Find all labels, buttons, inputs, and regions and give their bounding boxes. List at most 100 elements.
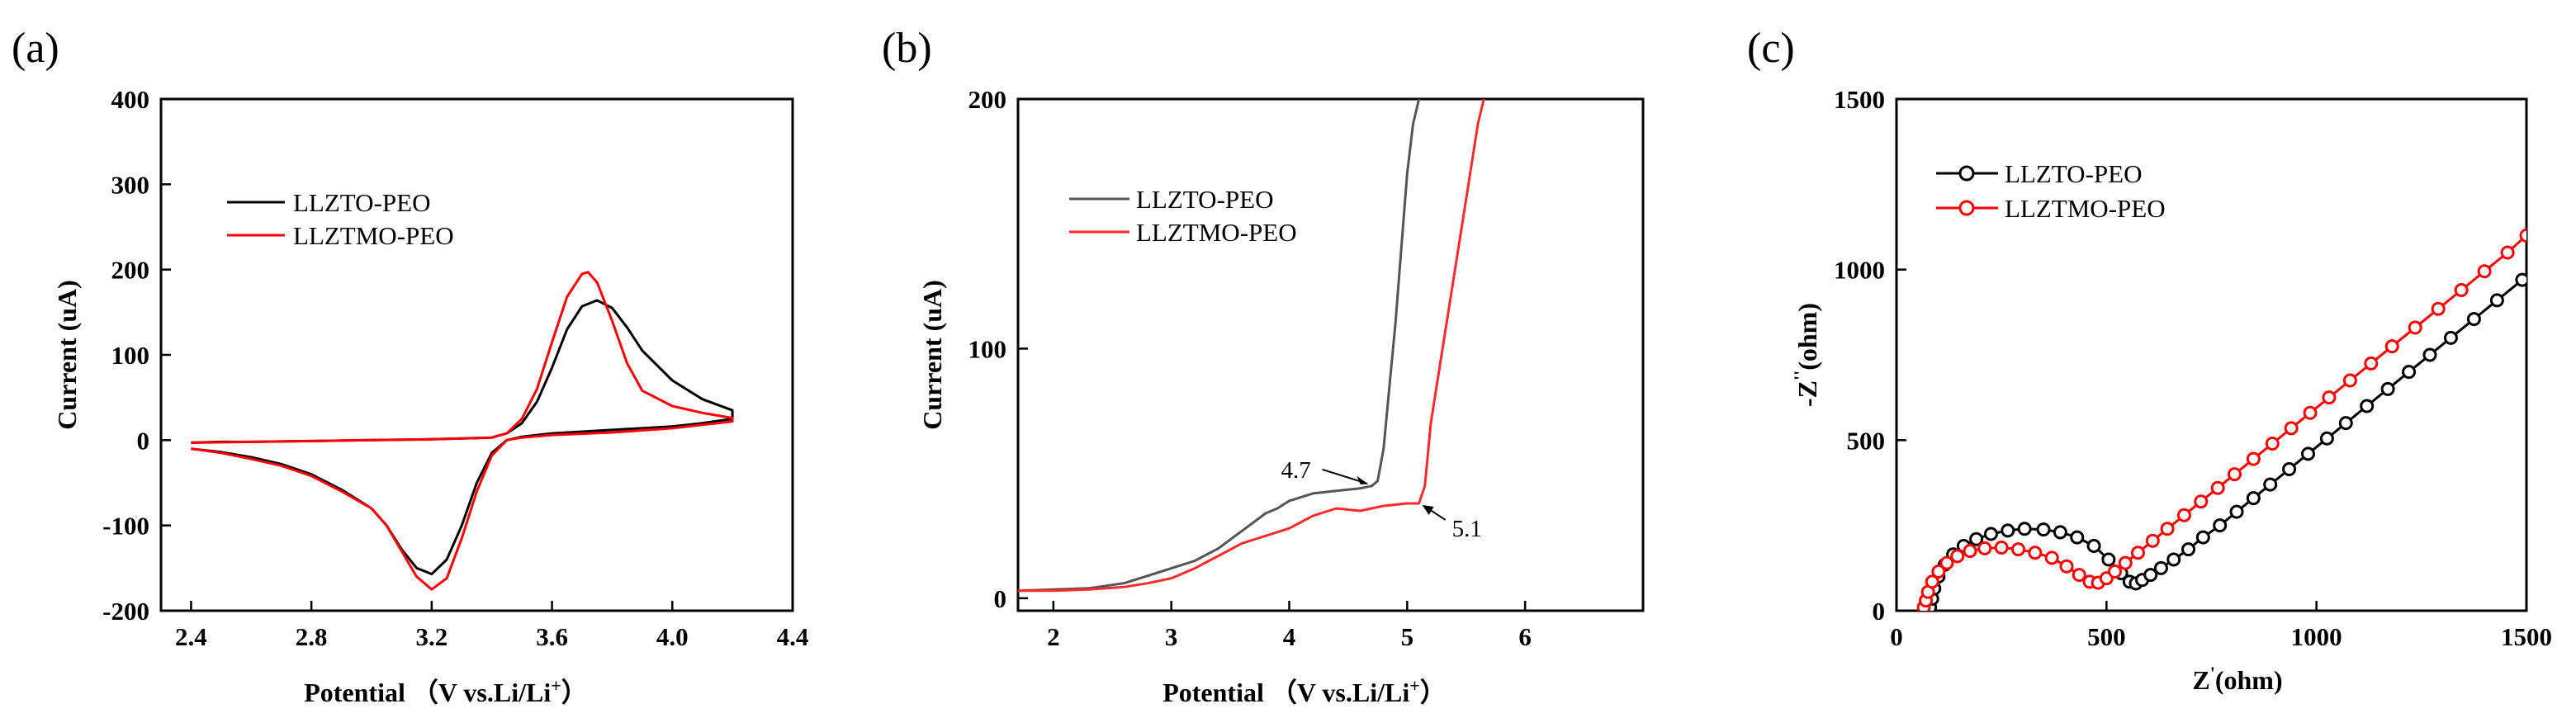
data-point-llztmo-peo bbox=[2246, 451, 2261, 466]
panel-b-legend-llztmo-peo: LLZTMO-PEO bbox=[1136, 218, 1297, 247]
data-point-llzto-peo bbox=[2166, 552, 2181, 567]
data-point-llztmo-peo bbox=[2176, 508, 2191, 522]
plot-frame bbox=[1016, 97, 1645, 612]
data-point-llzto-peo bbox=[1969, 531, 1984, 546]
data-point-llzto-peo bbox=[2195, 530, 2210, 545]
panel-b-legend: LLZTO-PEO LLZTMO-PEO bbox=[1069, 185, 1297, 247]
x-tick-label: 4.4 bbox=[777, 622, 809, 651]
y-tick-label: -100 bbox=[102, 512, 149, 541]
y-tick-label: 200 bbox=[968, 85, 1007, 114]
data-point-llzto-peo bbox=[1983, 527, 1998, 541]
y-tick-label: 500 bbox=[1847, 426, 1886, 455]
data-point-llztmo-peo bbox=[2364, 356, 2379, 371]
y-tick-label: 1500 bbox=[1834, 85, 1885, 114]
data-point-llzto-peo bbox=[2053, 525, 2067, 540]
data-point-llztmo-peo bbox=[2072, 568, 2086, 583]
panel-a-xlabel-sup: + bbox=[551, 675, 561, 696]
y-tick-label: 100 bbox=[111, 341, 150, 370]
data-point-llztmo-peo bbox=[2011, 542, 2026, 557]
panel-b-xlabel-end: ） bbox=[1420, 678, 1447, 707]
data-point-llztmo-peo bbox=[1977, 541, 1992, 555]
data-point-llztmo-peo bbox=[2227, 467, 2242, 482]
panel-b-label: (b) bbox=[882, 25, 932, 72]
series-line-llzto-peo bbox=[191, 299, 734, 576]
y-tick-label: 1000 bbox=[1834, 256, 1885, 285]
annotation-label: 5.1 bbox=[1452, 516, 1482, 542]
panel-a-xlabel-end: ） bbox=[561, 678, 588, 707]
data-point-llztmo-peo bbox=[2059, 559, 2074, 574]
panel-b: (b) 2 3 4 5 6 0 100 200 4.7 5.1 Current (uA) Pote… bbox=[882, 25, 1645, 707]
data-point-llztmo-peo bbox=[2145, 533, 2160, 548]
x-tick-label: 4 bbox=[1283, 622, 1296, 651]
panel-a-legend-llztmo-peo: LLZTMO-PEO bbox=[293, 221, 454, 250]
data-point-llztmo-peo bbox=[1939, 555, 1954, 570]
panel-a-plot: 2.4 2.8 3.2 3.6 4.0 4.4 -200 -100 0 100 200 300 400 bbox=[102, 85, 808, 651]
data-point-llzto-peo bbox=[2300, 446, 2315, 461]
data-point-llzto-peo bbox=[2466, 312, 2481, 327]
panel-b-plot: 2 3 4 5 6 0 100 200 4.7 5.1 bbox=[968, 85, 1645, 651]
data-point-llztmo-peo bbox=[1931, 564, 1946, 579]
series-line-llztmo-peo bbox=[1018, 99, 1485, 593]
x-tick-label: 3.2 bbox=[415, 622, 447, 651]
panel-c-legend-llztmo-peo: LLZTMO-PEO bbox=[2005, 194, 2166, 223]
x-tick-label: 5 bbox=[1401, 622, 1414, 651]
data-point-llztmo-peo bbox=[1994, 541, 2009, 555]
series-group bbox=[1018, 99, 1485, 593]
annotation-label: 4.7 bbox=[1281, 457, 1310, 484]
x-tick-label: 3.6 bbox=[536, 622, 568, 651]
data-point-llztmo-peo bbox=[1963, 544, 1977, 559]
data-point-llzto-peo bbox=[2319, 431, 2334, 446]
data-point-llzto-peo bbox=[2086, 538, 2101, 553]
series-line-llztmo-peo bbox=[191, 271, 734, 591]
panel-a-label: (a) bbox=[12, 25, 59, 72]
data-point-llzto-peo bbox=[2229, 504, 2244, 519]
data-point-llzto-peo bbox=[2338, 416, 2353, 431]
y-tick-label: 0 bbox=[994, 584, 1007, 613]
y-tick-label: 0 bbox=[1873, 597, 1886, 626]
data-point-llztmo-peo bbox=[2500, 245, 2515, 260]
panel-a-ylabel: Current (uA) bbox=[52, 280, 82, 430]
data-point-llzto-peo bbox=[2380, 381, 2395, 396]
x-tick-label: 2.8 bbox=[296, 622, 328, 651]
data-point-llzto-peo bbox=[2246, 491, 2261, 506]
data-point-llzto-peo bbox=[2489, 293, 2504, 308]
data-point-llztmo-peo bbox=[1925, 574, 1939, 589]
y-tick-label: 400 bbox=[111, 85, 150, 114]
data-point-llzto-peo bbox=[2422, 347, 2437, 362]
panel-a: (a) 2.4 2.8 3.2 3.6 4.0 4.4 -200 -100 0 100 200 300… bbox=[12, 25, 808, 707]
panel-c-ylabel-main: -Z bbox=[1792, 380, 1822, 407]
data-point-llzto-peo bbox=[2036, 522, 2051, 537]
data-point-llzto-peo bbox=[2153, 560, 2168, 575]
data-point-llzto-peo bbox=[2443, 330, 2458, 345]
data-point-llztmo-peo bbox=[2303, 405, 2318, 420]
data-point-llztmo-peo bbox=[2431, 301, 2446, 316]
x-tick-label: 500 bbox=[2087, 622, 2126, 651]
legend-marker-llzto-peo bbox=[1958, 165, 1975, 182]
x-tick-label: 1000 bbox=[2291, 622, 2342, 651]
data-point-llztmo-peo bbox=[2118, 555, 2133, 570]
data-point-llztmo-peo bbox=[2265, 436, 2280, 451]
x-tick-label: 2.4 bbox=[175, 622, 207, 651]
panel-c-xlabel-sup: ' bbox=[2210, 663, 2215, 683]
data-point-llzto-peo bbox=[2263, 477, 2278, 492]
data-point-llzto-peo bbox=[2143, 568, 2158, 583]
panel-b-xlabel-main: Potential （V vs.Li/Li bbox=[1163, 678, 1409, 707]
data-point-llzto-peo bbox=[2282, 461, 2297, 476]
x-tick-label: 4.0 bbox=[656, 622, 689, 651]
legend-marker-llztmo-peo bbox=[1958, 200, 1975, 216]
annotation-arrowhead bbox=[1357, 475, 1369, 484]
annotation-arrowhead bbox=[1422, 504, 1434, 515]
data-point-llzto-peo bbox=[2213, 518, 2228, 533]
plot-frame bbox=[1895, 97, 2528, 612]
data-point-llzto-peo bbox=[2515, 272, 2526, 287]
data-point-llzto-peo bbox=[2360, 399, 2375, 413]
x-tick-label: 0 bbox=[1890, 622, 1903, 651]
panel-c-ylabel: -Z''(ohm) bbox=[1790, 303, 1822, 407]
panel-c-label: (c) bbox=[1747, 25, 1795, 72]
data-point-llzto-peo bbox=[2001, 523, 2015, 538]
panel-c-legend-llzto-peo: LLZTO-PEO bbox=[2005, 159, 2142, 188]
panel-a-legend-llzto-peo: LLZTO-PEO bbox=[293, 188, 430, 217]
data-point-llztmo-peo bbox=[2342, 373, 2357, 388]
data-point-llztmo-peo bbox=[2210, 480, 2225, 495]
